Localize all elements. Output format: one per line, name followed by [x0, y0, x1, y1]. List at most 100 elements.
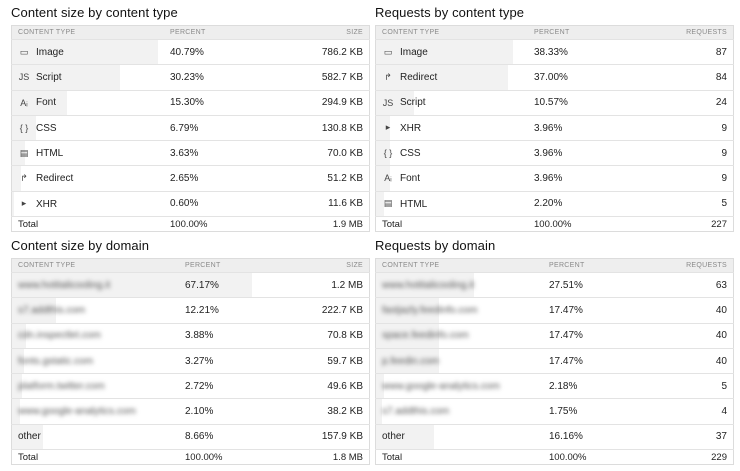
value-cell: 582.7 KB: [262, 64, 370, 91]
percent-cell: 2.10%: [179, 398, 271, 425]
table-row: platform.twitter.com 2.72% 49.6 KB: [11, 373, 370, 399]
col-header-percent: PERCENT: [164, 25, 263, 40]
label-cell: s7.addthis.com: [375, 398, 543, 425]
table-row: s7.addthis.com 12.21% 222.7 KB: [11, 297, 370, 324]
total-row: Total 100.00% 229: [375, 449, 734, 465]
table-row: Aᵢ Font 15.30% 294.9 KB: [11, 89, 370, 116]
share-bar: [12, 323, 26, 348]
total-value: 229: [634, 449, 734, 465]
script-icon: JS: [382, 97, 394, 108]
col-header-percent: PERCENT: [179, 258, 271, 273]
total-row: Total 100.00% 1.9 MB: [11, 216, 370, 232]
type-label: CSS: [400, 147, 421, 159]
percent-cell: 2.65%: [164, 165, 263, 192]
type-label: CSS: [36, 122, 57, 134]
share-bar: [376, 424, 434, 450]
stats-table: CONTENT TYPE PERCENT REQUESTS www.hotita…: [375, 258, 734, 466]
label-cell: space.feedinfo.com: [375, 322, 543, 349]
label-cell: { } CSS: [11, 114, 164, 141]
type-label: other: [18, 431, 41, 443]
percent-cell: 3.27%: [179, 347, 271, 374]
domain-label: s7.addthis.com: [18, 304, 86, 316]
share-bar: [12, 191, 14, 217]
col-header-content-type: CONTENT TYPE: [11, 258, 179, 273]
total-percent: 100.00%: [164, 216, 263, 232]
total-value: 1.8 MB: [270, 449, 370, 465]
total-row: Total 100.00% 227: [375, 216, 734, 232]
share-bar: [12, 90, 67, 115]
table-row: fonts.gstatic.com 3.27% 59.7 KB: [11, 347, 370, 374]
percent-cell: 40.79%: [164, 38, 263, 65]
type-label: Font: [36, 97, 57, 109]
value-cell: 40: [634, 297, 734, 324]
share-bar: [12, 374, 22, 399]
label-cell: fastjazly.feedinfo.com: [375, 297, 543, 324]
percent-cell: 8.66%: [179, 423, 271, 450]
percent-cell: 67.17%: [179, 271, 271, 298]
share-bar: [376, 374, 384, 399]
table-row: space.feedinfo.com 17.47% 40: [375, 322, 734, 349]
share-bar: [12, 141, 25, 166]
col-header-percent: PERCENT: [543, 258, 635, 273]
value-cell: 130.8 KB: [262, 114, 370, 141]
col-header-size: SIZE: [270, 258, 370, 273]
table-row: JS Script 10.57% 24: [375, 89, 734, 116]
value-cell: 5: [626, 190, 734, 217]
col-header-content-type: CONTENT TYPE: [11, 25, 164, 40]
domain-label: space.feedinfo.com: [382, 330, 469, 342]
share-bar: [376, 298, 439, 323]
percent-cell: 0.60%: [164, 190, 263, 217]
value-cell: 63: [634, 271, 734, 298]
value-cell: 5: [634, 373, 734, 399]
domain-label: s7.addthis.com: [382, 406, 450, 418]
table-header-row: CONTENT TYPE PERCENT REQUESTS: [375, 25, 734, 40]
label-cell: platform.twitter.com: [11, 373, 179, 399]
table-header-row: CONTENT TYPE PERCENT SIZE: [11, 25, 370, 40]
table-row: ↱ Redirect 37.00% 84: [375, 64, 734, 91]
share-bar: [376, 323, 439, 348]
share-bar: [12, 399, 20, 424]
percent-cell: 16.16%: [543, 423, 635, 450]
total-label: Total: [11, 449, 179, 465]
percent-cell: 10.57%: [528, 89, 627, 116]
table-row: ▸ XHR 3.96% 9: [375, 114, 734, 141]
label-cell: Aᵢ Font: [11, 89, 164, 116]
percent-cell: 2.72%: [179, 373, 271, 399]
css-icon: { }: [383, 148, 393, 159]
percent-cell: 17.47%: [543, 322, 635, 349]
font-icon: Aᵢ: [384, 173, 392, 184]
label-cell: www.google-analytics.com: [11, 398, 179, 425]
col-header-content-type: CONTENT TYPE: [375, 258, 543, 273]
col-header-requests: REQUESTS: [634, 258, 734, 273]
redirect-icon: ↱: [384, 71, 392, 82]
label-cell: ↱ Redirect: [11, 165, 164, 192]
type-label: Image: [400, 46, 428, 58]
table-row: ▸ XHR 0.60% 11.6 KB: [11, 190, 370, 217]
percent-cell: 3.96%: [528, 114, 627, 141]
label-cell: Aᵢ Font: [375, 165, 528, 192]
total-value: 227: [626, 216, 734, 232]
label-cell: ▤ HTML: [375, 190, 528, 217]
value-cell: 59.7 KB: [270, 347, 370, 374]
percent-cell: 1.75%: [543, 398, 635, 425]
total-percent: 100.00%: [179, 449, 271, 465]
percent-cell: 3.96%: [528, 140, 627, 166]
total-percent: 100.00%: [528, 216, 627, 232]
domain-label: cdn.inspectlet.com: [18, 330, 101, 342]
label-cell: other: [11, 423, 179, 450]
panel-content-size-by-domain: Content size by domain CONTENT TYPE PERC…: [11, 237, 370, 466]
type-label: HTML: [36, 147, 64, 159]
table-row: JS Script 30.23% 582.7 KB: [11, 64, 370, 91]
col-header-content-type: CONTENT TYPE: [375, 25, 528, 40]
value-cell: 4: [634, 398, 734, 425]
percent-cell: 38.33%: [528, 38, 627, 65]
type-label: Script: [400, 97, 426, 109]
total-value: 1.9 MB: [262, 216, 370, 232]
type-label: XHR: [400, 122, 422, 134]
share-bar: [376, 273, 474, 298]
table-row: p.feedin.com 17.47% 40: [375, 347, 734, 374]
table-row: ↱ Redirect 2.65% 51.2 KB: [11, 165, 370, 192]
value-cell: 9: [626, 114, 734, 141]
table-row: other 16.16% 37: [375, 423, 734, 450]
panel-title: Content size by domain: [11, 238, 150, 253]
